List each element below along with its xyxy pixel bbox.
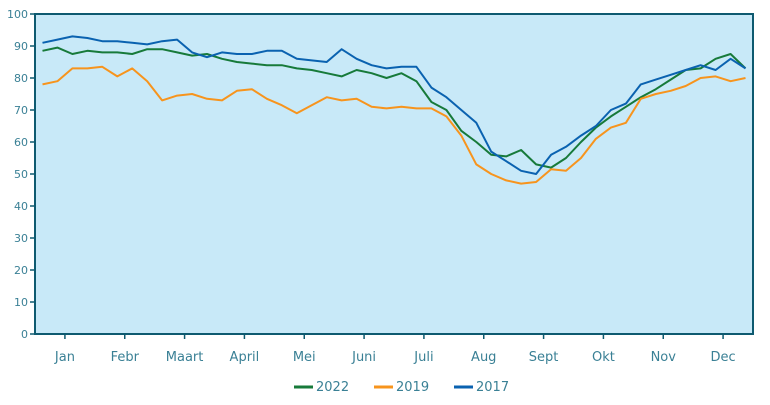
legend-item-2019: 2019 [374, 380, 429, 395]
x-tick-label: Sept [529, 350, 559, 365]
legend-item-2022: 2022 [294, 380, 349, 395]
x-tick-label: Juni [351, 350, 376, 365]
x-tick-label: Maart [166, 350, 204, 365]
y-tick-label: 50 [14, 168, 28, 181]
legend-label: 2019 [396, 380, 429, 395]
y-tick-label: 100 [7, 8, 28, 21]
series-line-2017 [42, 35, 747, 175]
legend-item-2017: 2017 [454, 380, 509, 395]
x-tick-label: April [230, 350, 260, 365]
y-tick-label: 60 [14, 136, 28, 149]
legend-label: 2022 [316, 380, 349, 395]
x-tick-label: Okt [592, 350, 615, 365]
y-tick-label: 40 [14, 200, 28, 213]
x-tick-label: Dec [711, 350, 736, 365]
x-tick-label: Febr [111, 350, 140, 365]
x-tick-label: Aug [471, 350, 496, 365]
y-tick-label: 0 [21, 328, 28, 341]
y-tick-label: 90 [14, 40, 28, 53]
series-line-2022 [42, 46, 747, 169]
legend-label: 2017 [476, 380, 509, 395]
y-tick-label: 10 [14, 296, 28, 309]
plot-border [34, 13, 754, 335]
y-tick-label: 30 [14, 232, 28, 245]
y-tick-label: 80 [14, 72, 28, 85]
series-line-2019 [42, 65, 746, 185]
x-tick-label: Mei [293, 350, 316, 365]
x-tick-label: Jan [54, 350, 75, 365]
y-tick-label: 70 [14, 104, 28, 117]
plot-area [35, 14, 753, 334]
x-tick-label: Nov [651, 350, 677, 365]
y-tick-label: 20 [14, 264, 28, 277]
x-tick-label: Juli [413, 350, 433, 365]
